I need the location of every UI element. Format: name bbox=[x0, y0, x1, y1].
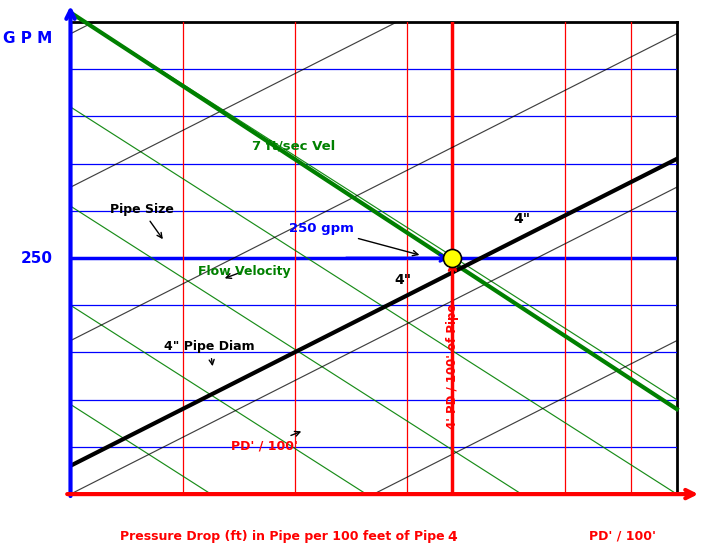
Text: PD' / 100': PD' / 100' bbox=[589, 529, 656, 542]
Text: Pipe Size: Pipe Size bbox=[110, 203, 174, 238]
Text: 250 gpm: 250 gpm bbox=[289, 222, 418, 256]
Text: 4": 4" bbox=[395, 273, 412, 287]
Text: 4": 4" bbox=[513, 211, 530, 226]
Text: PD' / 100': PD' / 100' bbox=[231, 432, 300, 452]
Text: G P M: G P M bbox=[4, 31, 53, 47]
Text: Flow Velocity: Flow Velocity bbox=[198, 265, 290, 278]
Text: 4: 4 bbox=[448, 529, 458, 544]
Text: 250: 250 bbox=[21, 250, 53, 266]
Text: 4' PD / 100' of Pipe: 4' PD / 100' of Pipe bbox=[446, 304, 459, 429]
Text: Pressure Drop (ft) in Pipe per 100 feet of Pipe: Pressure Drop (ft) in Pipe per 100 feet … bbox=[121, 529, 445, 542]
Text: 4" Pipe Diam: 4" Pipe Diam bbox=[164, 340, 255, 365]
Text: 7 ft/sec Vel: 7 ft/sec Vel bbox=[252, 139, 336, 153]
